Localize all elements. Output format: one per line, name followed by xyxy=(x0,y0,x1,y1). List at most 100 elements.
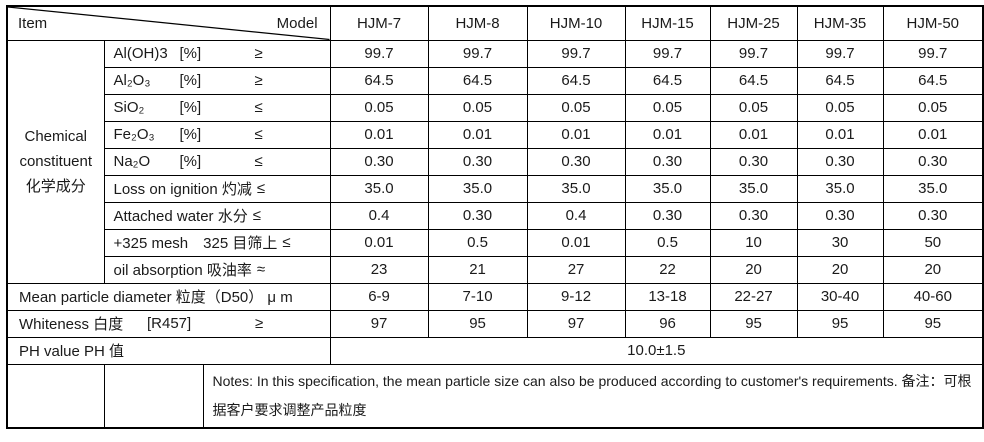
value-cell: 35.0 xyxy=(624,174,711,203)
value-cell: 27 xyxy=(526,255,626,284)
model-header: HJM-25 xyxy=(709,5,798,41)
item-model-labels: Item Model xyxy=(8,7,329,39)
value-cell: 35.0 xyxy=(796,174,884,203)
value-cell: 21 xyxy=(427,255,528,284)
chemical-name: +325 mesh 325 目筛上 xyxy=(113,235,278,252)
value-cell: 50 xyxy=(882,228,984,257)
value-cell: 0.30 xyxy=(709,147,798,176)
value-cell: 0.05 xyxy=(329,93,429,122)
value-cell: 0.05 xyxy=(796,93,884,122)
row-label-cell: Na₂O [%] ≤ xyxy=(103,147,331,176)
limit-symbol: ≤ xyxy=(254,153,263,170)
item-model-header-cell: Item Model xyxy=(6,5,331,41)
value-cell: 0.30 xyxy=(796,147,884,176)
row-loss-on-ignition: Loss on ignition 灼减 ≤ 35.0 35.0 35.0 35.0… xyxy=(7,174,984,203)
value-cell: 99.7 xyxy=(709,39,798,68)
value-cell: 0.01 xyxy=(427,120,528,149)
row-325-mesh: +325 mesh 325 目筛上 ≤ 0.01 0.5 0.01 0.5 10 … xyxy=(7,228,984,257)
value-cell: 0.05 xyxy=(427,93,528,122)
value-cell: 64.5 xyxy=(427,66,528,95)
value-cell: 0.30 xyxy=(796,201,884,230)
row-label-cell: Fe₂O₃ [%] ≤ xyxy=(103,120,331,149)
value-cell: 0.30 xyxy=(624,201,711,230)
unit-label: [%] xyxy=(179,126,202,143)
limit-symbol: ≥ xyxy=(255,315,264,332)
limit-symbol: ≤ xyxy=(282,234,291,251)
unit-label: [%] xyxy=(179,72,202,89)
value-cell: 64.5 xyxy=(624,66,711,95)
value-cell: 0.01 xyxy=(709,120,798,149)
model-label: Model xyxy=(276,14,318,32)
value-cell: 22 xyxy=(624,255,711,284)
row-fe2o3: Fe₂O₃ [%] ≤ 0.01 0.01 0.01 0.01 0.01 0.01 … xyxy=(7,120,984,149)
value-cell: 6-9 xyxy=(329,282,429,311)
value-cell: 0.01 xyxy=(329,228,429,257)
value-cell: 9-12 xyxy=(526,282,626,311)
unit-label: [%] xyxy=(179,153,202,170)
row-whiteness: Whiteness 白度 [R457] ≥ 97 95 97 96 95 95 95 xyxy=(6,309,984,338)
model-header: HJM-35 xyxy=(796,5,884,41)
value-cell: 97 xyxy=(329,309,429,338)
section-title-cn: 化学成分 xyxy=(25,178,86,195)
value-cell: 35.0 xyxy=(882,174,984,203)
value-cell: 64.5 xyxy=(882,66,984,95)
value-cell: 0.01 xyxy=(882,120,984,149)
value-cell: 99.7 xyxy=(427,39,528,68)
value-cell: 20 xyxy=(882,255,984,284)
value-cell: 0.30 xyxy=(624,147,711,176)
row-oil-absorption: oil absorption 吸油率 ≈ 23 21 27 22 20 20 20 xyxy=(7,255,984,284)
row-label-cell: Loss on ignition 灼减 ≤ xyxy=(103,174,331,203)
row-label-cell: SiO₂ [%] ≤ xyxy=(103,93,331,122)
section-title-en-2: constituent xyxy=(19,153,93,170)
value-cell: 0.01 xyxy=(526,120,626,149)
value-cell: 64.5 xyxy=(526,66,626,95)
value-cell: 10 xyxy=(709,228,798,257)
value-cell: 0.4 xyxy=(329,201,429,230)
value-cell: 35.0 xyxy=(329,174,429,203)
row-label-cell: oil absorption 吸油率 ≈ xyxy=(103,255,331,284)
value-cell: 22-27 xyxy=(709,282,798,311)
value-cell: 95 xyxy=(427,309,528,338)
value-cell: 13-18 xyxy=(624,282,711,311)
value-cell: 99.7 xyxy=(882,39,984,68)
value-cell: 0.01 xyxy=(796,120,884,149)
value-cell: 0.5 xyxy=(624,228,711,257)
value-cell: 64.5 xyxy=(796,66,884,95)
value-cell: 99.7 xyxy=(796,39,884,68)
value-cell: 35.0 xyxy=(709,174,798,203)
limit-symbol: ≤ xyxy=(254,99,263,116)
value-cell: 20 xyxy=(796,255,884,284)
row-label-cell: Al₂O₃ [%] ≥ xyxy=(103,66,331,95)
value-cell: 0.30 xyxy=(526,147,626,176)
limit-symbol: ≤ xyxy=(252,207,261,224)
item-label: Item xyxy=(18,14,48,32)
value-cell: 64.5 xyxy=(329,66,429,95)
value-cell: 0.30 xyxy=(427,147,528,176)
limit-symbol: ≤ xyxy=(256,180,266,197)
row-label-cell: Mean particle diameter 粒度（D50） μ m xyxy=(6,282,331,311)
chemical-name: Al₂O₃ xyxy=(113,72,151,89)
value-cell: 0.05 xyxy=(882,93,984,122)
row-label-cell: PH value PH 值 xyxy=(6,336,331,365)
row-label-cell: Al(OH)3 [%] ≥ xyxy=(103,39,331,68)
spec-table: Item Model HJM-7 HJM-8 HJM-10 HJM-15 HJM… xyxy=(6,5,984,429)
value-cell: 0.30 xyxy=(882,201,984,230)
value-cell: 0.01 xyxy=(526,228,626,257)
value-cell: 40-60 xyxy=(882,282,984,311)
limit-symbol: ≈ xyxy=(256,261,266,278)
value-cell: 0.30 xyxy=(427,201,528,230)
value-cell: 0.05 xyxy=(526,93,626,122)
value-cell: 35.0 xyxy=(427,174,528,203)
value-cell: 96 xyxy=(624,309,711,338)
row-label-cell: Attached water 水分 ≤ xyxy=(103,201,331,230)
value-cell: 30-40 xyxy=(796,282,884,311)
value-cell: 0.05 xyxy=(624,93,711,122)
limit-symbol: ≤ xyxy=(254,126,263,143)
value-cell: 97 xyxy=(526,309,626,338)
chemical-name: Al(OH)3 xyxy=(113,45,168,62)
value-cell: 99.7 xyxy=(526,39,626,68)
chemical-name: Na₂O xyxy=(113,153,151,170)
whiteness-unit: [R457] xyxy=(147,315,192,332)
model-header: HJM-8 xyxy=(427,5,528,41)
